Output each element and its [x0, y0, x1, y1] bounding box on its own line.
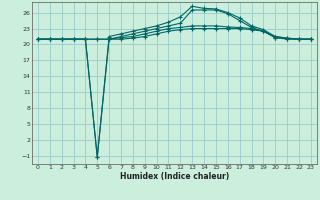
X-axis label: Humidex (Indice chaleur): Humidex (Indice chaleur): [120, 172, 229, 181]
